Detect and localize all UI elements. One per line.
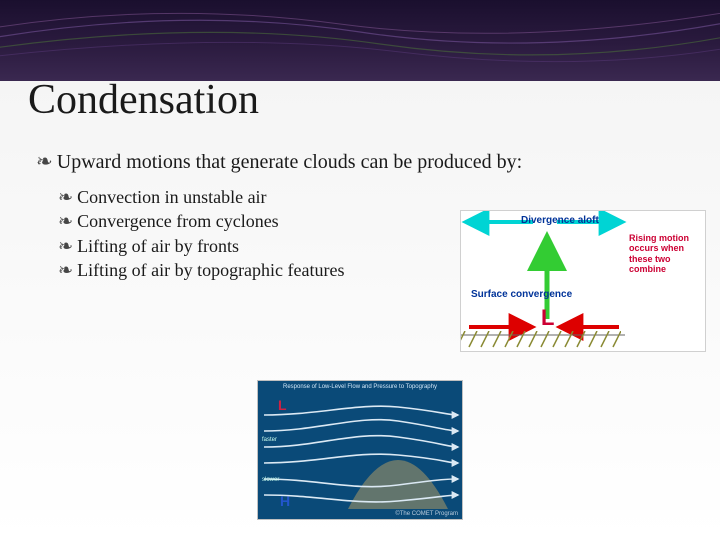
low-pressure-symbol: L	[541, 305, 554, 331]
header-swirls	[0, 0, 720, 70]
figure-bottom-title: Response of Low-Level Flow and Pressure …	[258, 384, 462, 390]
ground-hatch-icon	[461, 331, 621, 351]
bullet-level1: ❧ Upward motions that generate clouds ca…	[36, 150, 676, 175]
bullet-glyph-icon: ❧	[58, 258, 73, 282]
bullet-glyph-icon: ❧	[58, 234, 73, 258]
label-slower: slower	[262, 477, 279, 483]
label-rising-motion: Rising motion occurs when these two comb…	[629, 233, 701, 274]
bullet-l2-text: Lifting of air by topographic features	[77, 258, 344, 282]
bullet-l1-text: Upward motions that generate clouds can …	[57, 150, 522, 175]
bullet-level2: ❧Convection in unstable air	[58, 185, 676, 209]
slide-title: Condensation	[28, 76, 259, 124]
label-divergence-aloft: Divergence aloft	[521, 215, 599, 226]
figure-bottom-low-symbol: L	[278, 397, 287, 413]
bullet-l2-text: Convergence from cyclones	[77, 209, 279, 233]
bullet-l2-text: Convection in unstable air	[77, 185, 266, 209]
label-faster: faster	[262, 437, 277, 443]
label-surface-convergence: Surface convergence	[471, 289, 572, 300]
figure-bottom-credit: ©The COMET Program	[395, 511, 458, 517]
bullet-glyph-icon: ❧	[36, 150, 53, 175]
bullet-glyph-icon: ❧	[58, 185, 73, 209]
figure-topographic-flow: Response of Low-Level Flow and Pressure …	[257, 380, 463, 520]
figure-divergence-convergence: Divergence aloft Surface convergence Ris…	[460, 210, 706, 352]
bullet-glyph-icon: ❧	[58, 209, 73, 233]
figure-bottom-high-symbol: H	[280, 493, 290, 509]
bullet-l2-text: Lifting of air by fronts	[77, 234, 239, 258]
